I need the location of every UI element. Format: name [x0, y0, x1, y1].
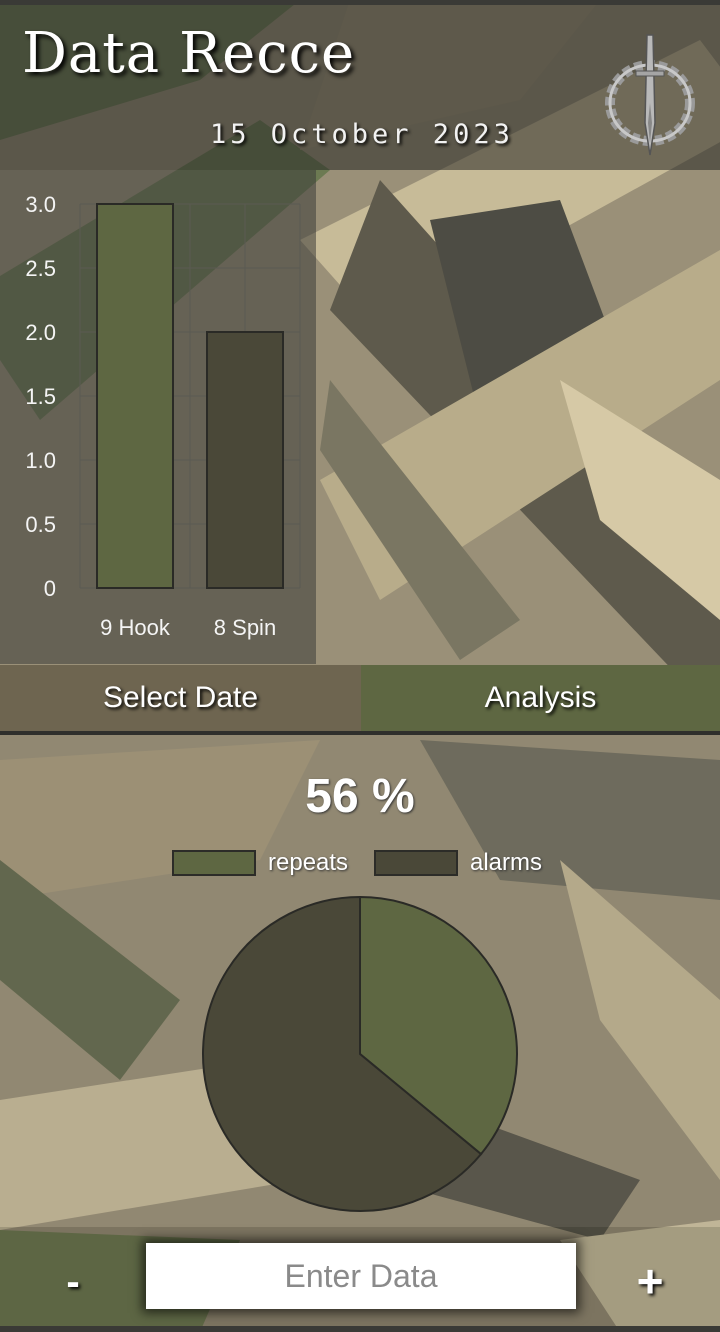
bottom-border: [0, 1326, 720, 1332]
x-tick-label: 8 Spin: [214, 615, 276, 640]
legend-label-repeats: repeats: [268, 849, 349, 876]
y-tick-label: 2.0: [25, 320, 56, 345]
y-tick-label: 1.5: [25, 384, 56, 409]
analysis-button[interactable]: Analysis: [361, 665, 720, 731]
legend-swatch-alarms: [374, 850, 458, 876]
decrement-button[interactable]: -: [66, 1259, 80, 1304]
pie-chart-panel: 56 % repeats alarms: [0, 735, 720, 1227]
app-title: Data Recce: [22, 21, 356, 86]
y-tick-label: 2.5: [25, 256, 56, 281]
bar-8-spin: [206, 331, 284, 589]
pie-slice-repeats: [359, 895, 518, 1156]
y-tick-label: 1.0: [25, 448, 56, 473]
divider: [0, 731, 720, 735]
percentage-readout: 56 %: [305, 770, 415, 823]
pie-slice-alarms: [202, 895, 483, 1212]
data-entry-field[interactable]: [146, 1243, 576, 1309]
legend-swatch-repeats: [172, 850, 256, 876]
select-date-button[interactable]: Select Date: [0, 665, 361, 731]
legend-item-repeats: repeats: [172, 849, 348, 877]
dagger-laurel-emblem-icon: [605, 34, 695, 156]
y-tick-label: 0.5: [25, 512, 56, 537]
y-tick-label: 0: [44, 576, 56, 601]
top-border: [0, 0, 720, 5]
bar-9-hook: [96, 203, 174, 589]
input-bar: - +: [0, 1227, 720, 1326]
x-tick-label: 9 Hook: [100, 615, 171, 640]
legend-item-alarms: alarms: [374, 849, 542, 877]
legend-label-alarms: alarms: [470, 849, 543, 876]
y-tick-label: 3.0: [25, 192, 56, 217]
app-header: Data Recce 15 October 2023: [0, 5, 720, 170]
increment-button[interactable]: +: [636, 1255, 664, 1307]
bar-chart-panel: 0 0.5 1.0 1.5 2.0 2.5 3.0 9 Hook 8 Spin: [0, 170, 316, 664]
date-display: 15 October 2023: [210, 119, 514, 150]
bar-chart: 0 0.5 1.0 1.5 2.0 2.5 3.0 9 Hook 8 Spin: [25, 192, 301, 640]
pie-chart: [202, 895, 518, 1212]
